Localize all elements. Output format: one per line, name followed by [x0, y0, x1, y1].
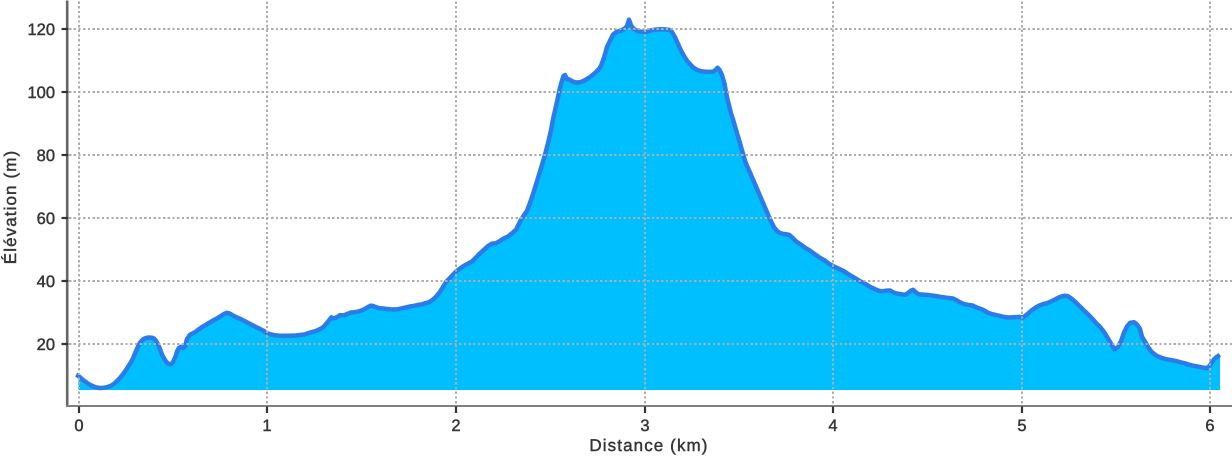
svg-text:3: 3	[640, 417, 649, 435]
svg-text:4: 4	[828, 417, 837, 435]
svg-text:5: 5	[1017, 417, 1026, 435]
svg-text:20: 20	[37, 336, 55, 354]
svg-text:Distance (km): Distance (km)	[589, 436, 708, 455]
svg-text:2: 2	[451, 417, 460, 435]
svg-text:80: 80	[37, 147, 55, 165]
svg-text:Élévation (m): Élévation (m)	[1, 150, 20, 264]
svg-text:60: 60	[37, 210, 55, 228]
svg-text:120: 120	[27, 21, 55, 39]
svg-text:6: 6	[1205, 417, 1214, 435]
svg-text:40: 40	[37, 273, 55, 291]
svg-text:100: 100	[27, 84, 55, 102]
svg-text:1: 1	[262, 417, 271, 435]
svg-text:0: 0	[74, 417, 83, 435]
